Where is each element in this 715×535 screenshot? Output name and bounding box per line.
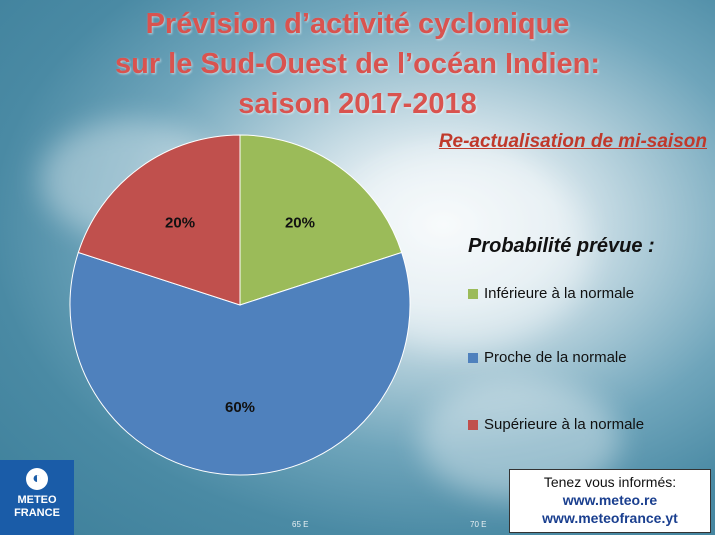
map-label-65e: 65 E bbox=[292, 520, 309, 529]
info-box: Tenez vous informés: www.meteo.re www.me… bbox=[509, 469, 711, 533]
info-link-meteofrance-yt[interactable]: www.meteofrance.yt bbox=[542, 510, 678, 526]
meteo-france-logo-icon: ◐ bbox=[26, 468, 48, 490]
title-line-3: saison 2017-2018 bbox=[238, 88, 477, 120]
logo-line-1: METEO bbox=[17, 494, 57, 506]
pie-label-proche: 60% bbox=[225, 399, 255, 416]
title-line-2: sur le Sud-Ouest de l’océan Indien: bbox=[114, 48, 601, 80]
legend-item-inferieure: Inférieure à la normale bbox=[468, 285, 634, 302]
legend-swatch-inferieure bbox=[468, 288, 478, 299]
legend-item-proche: Proche de la normale bbox=[468, 349, 627, 366]
map-label-70e: 70 E bbox=[470, 520, 487, 529]
legend-item-superieure: Supérieure à la normale bbox=[468, 416, 644, 433]
legend-swatch-proche bbox=[468, 352, 478, 363]
legend-label-superieure: Supérieure à la normale bbox=[484, 416, 645, 433]
info-link-meteo-re[interactable]: www.meteo.re bbox=[562, 492, 658, 508]
info-line-1: Tenez vous informés: bbox=[543, 474, 677, 490]
legend-title: Probabilité prévue : bbox=[468, 235, 655, 257]
legend-label-inferieure: Inférieure à la normale bbox=[484, 285, 635, 302]
legend-swatch-superieure bbox=[468, 419, 478, 430]
pie-label-inferieure: 20% bbox=[285, 214, 315, 231]
subtitle: Re-actualisation de mi-saison bbox=[438, 131, 707, 152]
legend-label-proche: Proche de la normale bbox=[484, 349, 627, 366]
title-line-1: Prévision d’activité cyclonique bbox=[145, 8, 570, 40]
logo-line-2: FRANCE bbox=[14, 507, 60, 519]
pie-slice-inferieure bbox=[239, 134, 403, 306]
pie-slice-superieure bbox=[77, 134, 241, 306]
page-title: Prévision d’activité cyclonique sur le S… bbox=[0, 4, 715, 124]
meteo-france-logo: ◐ METEO FRANCE bbox=[0, 460, 74, 535]
pie-slice-proche bbox=[69, 251, 411, 476]
pie-label-superieure: 20% bbox=[165, 214, 195, 231]
